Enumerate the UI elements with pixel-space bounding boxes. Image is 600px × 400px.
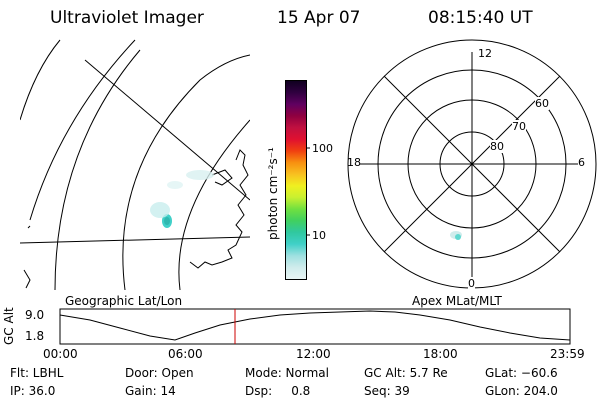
mlt-label-18: 18 <box>347 156 361 169</box>
filter-info: Flt: LBHL <box>10 366 64 380</box>
door-info: Door: Open <box>125 366 194 380</box>
glat-info: GLat: −60.6 <box>485 366 558 380</box>
glon-info: GLon: 204.0 <box>485 384 558 398</box>
mode-info: Mode: Normal <box>245 366 329 380</box>
xtick-0000: 00:00 <box>43 347 78 361</box>
time-label: 08:15:40 UT <box>428 8 533 28</box>
colorbar-tick-100: 100 <box>312 142 333 155</box>
mlat-label-70: 70 <box>512 120 526 133</box>
gc-alt-info: GC Alt: 5.7 Re <box>364 366 448 380</box>
mlat-label-60: 60 <box>535 97 549 110</box>
altitude-ytick-low: 1.8 <box>25 329 45 343</box>
altitude-ylabel: GC Alt <box>2 307 16 345</box>
color-scale-bar <box>285 80 307 280</box>
dsp-info: Dsp: 0.8 <box>245 384 311 398</box>
colorbar-tick-10: 10 <box>312 229 326 242</box>
xtick-0600: 06:00 <box>168 347 203 361</box>
xtick-2359: 23:59 <box>550 347 585 361</box>
date-label: 15 Apr 07 <box>277 8 361 28</box>
gain-info: Gain: 14 <box>125 384 176 398</box>
xtick-1200: 12:00 <box>296 347 331 361</box>
mlt-label-0: 0 <box>468 277 475 290</box>
polar-panel-label: Apex MLat/MLT <box>412 294 502 308</box>
mlt-label-6: 6 <box>578 156 585 169</box>
mlat-label-80: 80 <box>490 140 504 153</box>
xtick-1800: 18:00 <box>423 347 458 361</box>
seq-info: Seq: 39 <box>364 384 410 398</box>
altitude-ytick-high: 9.0 <box>25 308 45 322</box>
ip-info: IP: 36.0 <box>10 384 56 398</box>
instrument-title: Ultraviolet Imager <box>50 8 204 28</box>
geo-panel-label: Geographic Lat/Lon <box>65 294 183 308</box>
mlt-label-12: 12 <box>478 47 492 60</box>
